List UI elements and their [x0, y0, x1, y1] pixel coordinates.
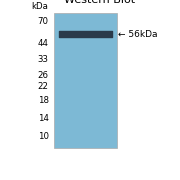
Text: 70: 70	[38, 17, 49, 26]
Text: 14: 14	[38, 114, 49, 123]
Text: Western Blot: Western Blot	[64, 0, 136, 5]
Text: 10: 10	[38, 132, 49, 141]
Text: 26: 26	[38, 71, 49, 80]
FancyBboxPatch shape	[54, 13, 117, 148]
Text: 44: 44	[38, 39, 49, 48]
Text: kDa: kDa	[32, 2, 49, 11]
Text: 22: 22	[38, 82, 49, 91]
Text: ← 56kDa: ← 56kDa	[118, 30, 157, 39]
Text: 33: 33	[38, 55, 49, 64]
Text: 18: 18	[38, 96, 49, 105]
